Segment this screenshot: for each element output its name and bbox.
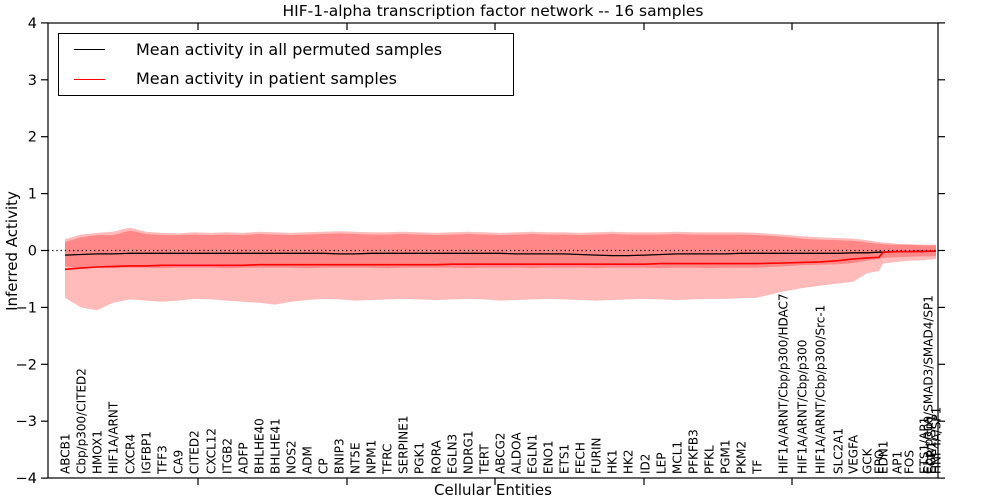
legend-item-patient: Mean activity in patient samples: [59, 65, 513, 93]
x-tick-label: PFKFB3: [687, 429, 701, 474]
x-tick-label: HIF1A/ARNT/Cbp/p300/Src-1: [814, 305, 828, 474]
x-tick-label: ETS1: [558, 444, 572, 474]
y-tick-label: −1: [16, 300, 37, 316]
x-tick-label: HIF1A/ARNT/Cbp/p300/HDAC7: [777, 293, 791, 474]
legend-item-permuted: Mean activity in all permuted samples: [59, 36, 513, 64]
x-tick-label: PFKL: [703, 445, 717, 474]
y-tick-label: 0: [28, 244, 37, 260]
x-tick-label: TERT: [478, 444, 492, 475]
y-tick-label: 1: [28, 187, 37, 203]
x-tick-label: MCL1: [671, 441, 685, 474]
x-tick-label: RORA: [430, 439, 444, 474]
x-tick-label: CP: [317, 458, 331, 474]
x-tick-label: ETS1/AP1: [918, 417, 932, 474]
x-tick-label: CITED2: [188, 430, 202, 474]
x-tick-label: NOS2: [285, 440, 299, 474]
y-tick-label: −3: [16, 414, 37, 430]
x-tick-label: TF: [751, 460, 765, 475]
x-tick-label: HMOX1: [91, 430, 105, 474]
x-tick-label: HIF1A/ARNT/Cbp/p300: [796, 340, 810, 474]
x-tick-label: AP1: [891, 451, 905, 474]
x-tick-label: EPO: [873, 450, 887, 474]
y-axis-ticks: 4 3 2 1 0 −1 −2 −3 −4: [16, 16, 945, 487]
x-tick-label: TFRC: [381, 444, 395, 475]
x-tick-label: EGLN1: [526, 434, 540, 474]
x-tick-label: PKM2: [735, 441, 749, 474]
x-tick-label: VEGFA: [847, 434, 861, 474]
x-tick-label: NDRG1: [462, 431, 476, 475]
x-tick-label: BNIP3: [333, 438, 347, 474]
y-tick-label: −2: [16, 357, 37, 373]
x-tick-label: PGK1: [413, 442, 427, 474]
x-tick-label: EGR1/SP1: [925, 415, 939, 474]
x-tick-label: ADFP: [237, 442, 251, 474]
patient-confidence-band: [65, 227, 936, 311]
y-tick-label: 3: [28, 73, 37, 89]
x-tick-label: SLC2A1: [832, 428, 846, 474]
y-tick-label: −4: [16, 471, 37, 487]
x-tick-label: FECH: [574, 442, 588, 474]
x-axis-ticks: [197, 23, 793, 485]
x-tick-label: ADM: [301, 446, 315, 474]
x-tick-label: HNF4A/SP1: [930, 407, 944, 474]
x-tick-label: BHLHE40: [253, 418, 267, 474]
x-tick-label: ITGB2: [221, 438, 235, 474]
x-tick-labels: ABCB1 Cbp/p300/CITED2 HMOX1 HIF1A/ARNT CXCR4…: [59, 293, 944, 475]
x-tick-label: ENO1: [542, 440, 556, 474]
x-tick-label: ABCG2: [494, 432, 508, 474]
x-tick-label: SERPINE1: [397, 415, 411, 474]
x-tick-label: LEP: [655, 452, 669, 474]
chart-title: HIF-1-alpha transcription factor network…: [282, 2, 704, 20]
x-axis-label: Cellular Entities: [434, 481, 552, 499]
x-tick-label: ALDOA: [510, 432, 524, 474]
x-tick-label: EDN1: [877, 441, 891, 474]
x-tick-label: ABCB1: [59, 434, 73, 474]
legend-label-patient: Mean activity in patient samples: [136, 69, 397, 89]
x-tick-label: Cbp/p300/SMAD3/SMAD4/SP1: [922, 295, 936, 474]
x-tick-label: TFF3: [156, 445, 170, 475]
x-tick-label: Cbp/p300/CITED2: [75, 368, 89, 474]
confidence-bands: [65, 227, 936, 311]
x-tick-label: HK1: [606, 449, 620, 474]
patient-line-sample: [74, 78, 105, 80]
x-tick-label: BHLHE41: [269, 418, 283, 474]
x-tick-label: ID2: [639, 454, 653, 474]
x-tick-label: IGFBP1: [140, 431, 154, 474]
x-tick-label: HK2: [622, 449, 636, 474]
x-tick-label: CXCR4: [124, 434, 138, 474]
x-tick-label: PGM1: [719, 439, 733, 474]
legend-label-permuted: Mean activity in all permuted samples: [136, 39, 443, 59]
x-tick-label: CXCL12: [205, 428, 219, 474]
y-tick-label: 4: [28, 16, 37, 32]
permuted-mean-line: [64, 250, 936, 257]
x-tick-label: NT5E: [349, 442, 363, 474]
permuted-confidence-band: [65, 230, 936, 269]
permuted-line-sample: [74, 49, 105, 51]
y-tick-label: 2: [28, 130, 37, 146]
x-tick-label: FOS: [903, 450, 917, 474]
x-tick-label: CA9: [172, 450, 186, 474]
x-tick-label: GCK: [861, 447, 875, 474]
x-tick-label: HIF1A/ARNT: [107, 401, 121, 474]
x-tick-label: FURIN: [590, 437, 604, 474]
x-tick-label: EGLN3: [446, 434, 460, 474]
x-tick-label: NPM1: [365, 440, 379, 474]
legend: Mean activity in all permuted samples Me…: [58, 33, 514, 96]
patient-mean-line: [64, 250, 936, 271]
